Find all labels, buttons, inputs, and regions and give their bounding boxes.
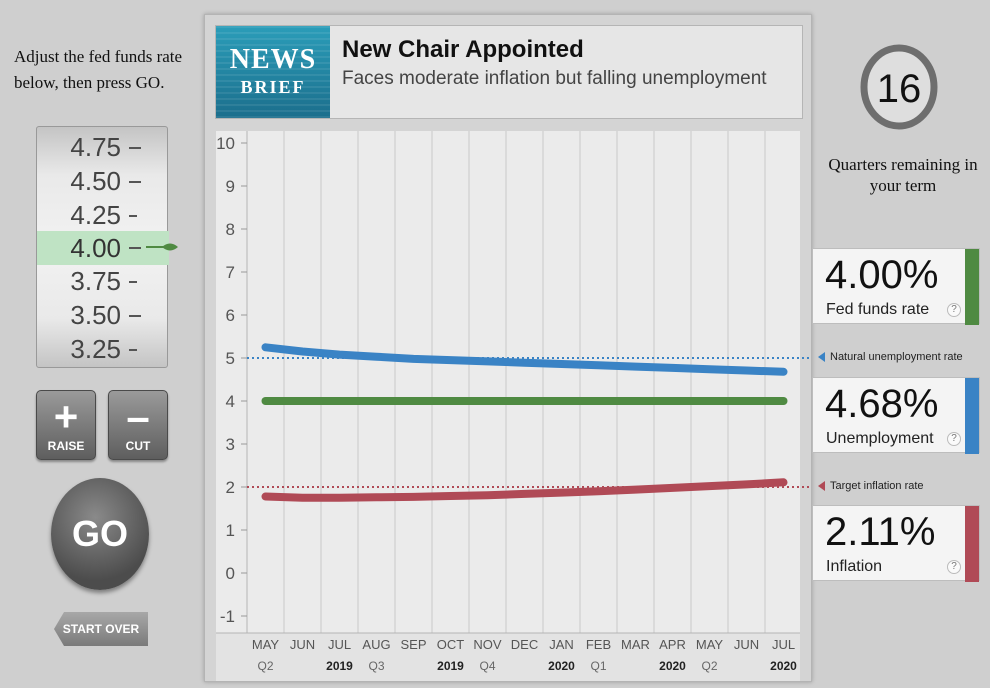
raise-label: RAISE (47, 439, 85, 453)
fed-funds-card: 4.00% Fed funds rate ? (812, 248, 980, 325)
x-tick-label: DEC (511, 637, 538, 652)
unemployment-label: Unemployment (826, 430, 934, 447)
inflation-card: 2.11% Inflation ? (812, 505, 980, 582)
news-brief-logo: NEWS BRIEF (216, 26, 330, 118)
quarters-remaining-dial: 16 (860, 44, 938, 130)
news-logo-line1: NEWS (229, 44, 317, 75)
minus-icon: – (126, 393, 150, 440)
inflation-series-line (261, 478, 788, 502)
y-tick-label: 5 (226, 349, 235, 368)
rate-option-value: 4.00 (70, 233, 121, 263)
news-title: New Chair Appointed (342, 36, 584, 63)
quarters-remaining-label: Quarters remaining in your term (828, 155, 978, 195)
rate-option-value: 4.25 (70, 200, 121, 230)
x-quarter-label: Q1 (590, 659, 606, 673)
plus-icon: + (53, 393, 79, 440)
y-tick-label: 2 (226, 478, 235, 497)
rate-option[interactable]: 3.50 (37, 299, 169, 331)
rate-option[interactable]: 3.75 (37, 265, 169, 297)
x-quarter-label: 2020 (770, 659, 797, 673)
cut-button[interactable]: – CUT (108, 390, 168, 460)
x-tick-label: JUN (734, 637, 759, 652)
instructions-text: Adjust the fed funds rate below, then pr… (14, 47, 183, 92)
x-quarter-label: 2020 (659, 659, 686, 673)
news-brief: NEWS BRIEF New Chair Appointed Faces mod… (215, 25, 803, 119)
rate-option[interactable]: 4.50 (37, 165, 169, 197)
unemployment-color-bar (965, 378, 979, 454)
help-icon[interactable]: ? (947, 303, 961, 317)
inflation-value: 2.11% (825, 510, 936, 554)
y-tick-label: 8 (226, 220, 235, 239)
x-quarter-label: Q3 (368, 659, 384, 673)
unemployment-card: 4.68% Unemployment ? (812, 377, 980, 454)
inflation-label: Inflation (826, 558, 883, 575)
rate-option-value: 3.50 (70, 300, 121, 330)
x-quarter-label: 2020 (548, 659, 575, 673)
x-tick-label: APR (659, 637, 686, 652)
fed-funds-color-bar (965, 249, 979, 325)
y-tick-label: 7 (226, 263, 235, 282)
go-button[interactable]: GO (51, 478, 149, 590)
rate-pointer-icon (146, 243, 178, 251)
help-icon[interactable]: ? (947, 560, 961, 574)
y-tick-label: 4 (226, 392, 235, 411)
x-tick-label: NOV (473, 637, 502, 652)
rate-option[interactable]: 3.25 (37, 333, 169, 365)
x-tick-label: MAY (696, 637, 724, 652)
y-tick-label: 9 (226, 177, 235, 196)
rate-option-value: 3.75 (70, 266, 121, 296)
news-subtitle: Faces moderate inflation but falling une… (342, 68, 767, 89)
triangle-left-icon (818, 352, 825, 362)
x-tick-label: JAN (549, 637, 574, 652)
quarters-remaining-value: 16 (877, 67, 922, 111)
y-tick-label: -1 (220, 607, 235, 626)
y-tick-label: 6 (226, 306, 235, 325)
y-tick-label: 10 (216, 134, 235, 153)
rate-option-value: 4.50 (70, 166, 121, 196)
y-tick-label: 0 (226, 564, 235, 583)
plot-area (216, 131, 800, 633)
x-tick-label: FEB (586, 637, 611, 652)
news-logo-line2: BRIEF (240, 77, 306, 97)
fed-funds-value: 4.00% (825, 253, 939, 297)
rate-option-value: 3.25 (70, 334, 121, 364)
y-tick-label: 1 (226, 521, 235, 540)
x-quarter-label: Q4 (479, 659, 495, 673)
x-tick-label: JUN (290, 637, 315, 652)
fed-funds-label: Fed funds rate (826, 301, 930, 318)
x-quarter-label: Q2 (701, 659, 717, 673)
x-tick-label: JUL (328, 637, 351, 652)
natural-unemployment-label: Natural unemployment rate (818, 345, 990, 369)
triangle-left-icon (818, 481, 825, 491)
x-tick-label: MAY (252, 637, 280, 652)
x-tick-label: AUG (362, 637, 390, 652)
x-quarter-label: Q2 (257, 659, 273, 673)
x-quarter-label: 2019 (437, 659, 464, 673)
simulation-panel: NEWS BRIEF New Chair Appointed Faces mod… (204, 14, 812, 682)
x-tick-label: JUL (772, 637, 795, 652)
start-over-button[interactable]: START OVER (54, 612, 148, 646)
y-tick-label: 3 (226, 435, 235, 454)
unemployment-value: 4.68% (825, 382, 939, 426)
x-tick-label: SEP (400, 637, 426, 652)
cut-label: CUT (125, 439, 151, 453)
x-quarter-label: 2019 (326, 659, 353, 673)
help-icon[interactable]: ? (947, 432, 961, 446)
x-tick-label: OCT (437, 637, 465, 652)
x-axis-area (216, 633, 800, 681)
raise-button[interactable]: + RAISE (36, 390, 96, 460)
unemployment-series-line (261, 343, 788, 376)
inflation-color-bar (965, 506, 979, 582)
rate-option[interactable]: 4.75 (37, 131, 169, 163)
rate-option-value: 4.75 (70, 132, 121, 162)
x-tick-label: MAR (621, 637, 650, 652)
target-inflation-label: Target inflation rate (818, 474, 990, 498)
rate-option[interactable]: 4.25 (37, 199, 169, 231)
